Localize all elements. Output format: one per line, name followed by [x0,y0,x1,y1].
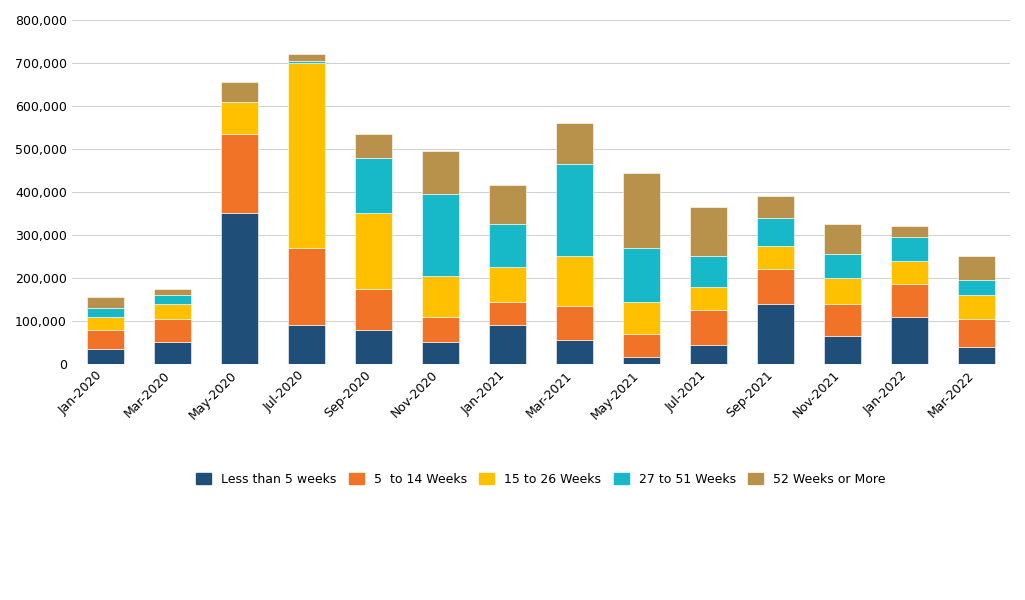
Bar [154,304,191,319]
Bar [891,226,928,237]
Bar [489,267,526,302]
Bar [690,256,727,287]
Bar [824,224,861,254]
Bar [489,224,526,267]
Bar [87,308,124,317]
Bar [757,196,794,218]
Bar [87,349,124,364]
Bar [87,297,124,308]
Bar [288,248,325,325]
Bar [757,304,794,364]
Bar [422,343,459,364]
Bar [556,256,592,306]
Bar [556,340,592,364]
Bar [87,317,124,329]
Bar [154,289,191,295]
Bar [422,151,459,194]
Bar [355,289,392,329]
Bar [556,306,592,340]
Bar [824,304,861,336]
Bar [690,344,727,364]
Bar [623,173,660,248]
Bar [556,123,592,164]
Bar [824,278,861,304]
Bar [154,343,191,364]
Bar [623,302,660,334]
Bar [154,295,191,304]
Bar [221,134,258,214]
Bar [891,237,928,261]
Bar [757,218,794,245]
Bar [355,214,392,289]
Bar [623,358,660,364]
Bar [891,284,928,317]
Bar [891,261,928,284]
Bar [288,325,325,364]
Bar [891,317,928,364]
Bar [489,185,526,224]
Bar [556,164,592,256]
Bar [355,134,392,158]
Bar [221,214,258,364]
Bar [422,276,459,317]
Bar [690,310,727,344]
Bar [288,61,325,63]
Bar [623,248,660,302]
Bar [690,207,727,256]
Bar [221,101,258,134]
Bar [623,334,660,358]
Bar [489,325,526,364]
Bar [757,269,794,304]
Bar [288,63,325,248]
Bar [757,245,794,269]
Bar [690,287,727,310]
Bar [87,329,124,349]
Bar [422,194,459,276]
Bar [221,82,258,101]
Bar [958,280,995,295]
Bar [154,319,191,343]
Bar [824,254,861,278]
Bar [489,302,526,325]
Bar [355,158,392,214]
Bar [422,317,459,343]
Bar [355,329,392,364]
Bar [958,295,995,319]
Legend: Less than 5 weeks, 5  to 14 Weeks, 15 to 26 Weeks, 27 to 51 Weeks, 52 Weeks or M: Less than 5 weeks, 5 to 14 Weeks, 15 to … [190,466,892,492]
Bar [958,256,995,280]
Bar [958,319,995,347]
Bar [958,347,995,364]
Bar [288,55,325,61]
Bar [824,336,861,364]
